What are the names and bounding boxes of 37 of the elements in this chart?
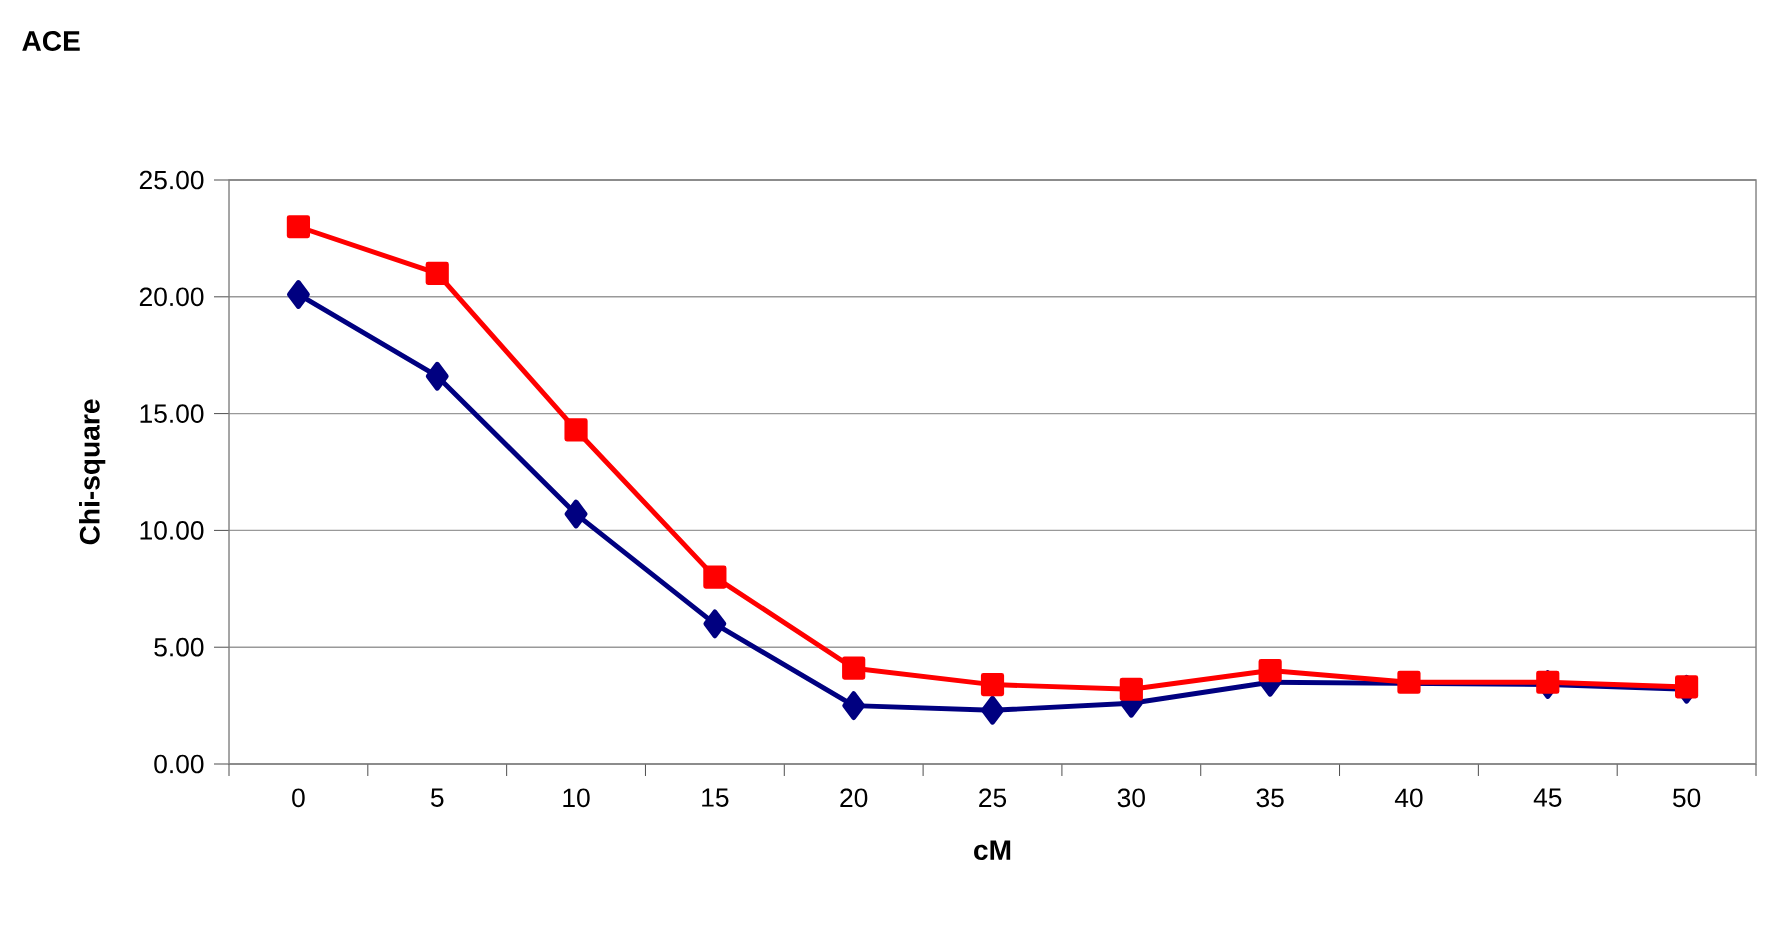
- x-tick-label: 20: [840, 788, 868, 808]
- point: [425, 261, 449, 286]
- point: [703, 565, 727, 589]
- x-tick-label: 30: [1117, 788, 1145, 808]
- point: [286, 280, 310, 309]
- point: [1397, 670, 1421, 694]
- x-tick-label: 0: [292, 788, 305, 808]
- y-tick-label: 10.00: [140, 521, 204, 540]
- point: [425, 361, 449, 391]
- point: [842, 691, 866, 721]
- y-tick-label: 5.00: [154, 637, 204, 657]
- point: [1258, 658, 1282, 683]
- point: [1536, 670, 1560, 694]
- y-tick-label: 15.00: [140, 404, 204, 423]
- x-tick-label: 25: [979, 788, 1007, 808]
- y-axis-title: Chi-square: [79, 399, 106, 545]
- point: [842, 656, 866, 680]
- x-tick-label: 40: [1394, 788, 1423, 808]
- point: [1119, 677, 1143, 701]
- point: [564, 499, 588, 529]
- x-axis-title: cM: [974, 840, 1011, 861]
- point: [980, 672, 1005, 697]
- x-tick-label: 10: [563, 788, 590, 808]
- y-tick-label: 20.00: [139, 287, 204, 307]
- point: [703, 609, 727, 639]
- point: [564, 418, 588, 442]
- point: [286, 215, 311, 239]
- x-tick-label: 35: [1256, 788, 1284, 808]
- point: [1675, 675, 1699, 699]
- x-tick-label: 50: [1672, 788, 1701, 808]
- y-tick-label: 0.00: [154, 754, 204, 774]
- chart-title: ACE: [22, 31, 80, 51]
- point: [981, 695, 1004, 725]
- y-tick-label: 25.00: [139, 170, 204, 190]
- x-tick-label: 15: [702, 788, 729, 807]
- x-tick-label: 45: [1533, 788, 1562, 807]
- x-tick-label: 5: [430, 788, 444, 807]
